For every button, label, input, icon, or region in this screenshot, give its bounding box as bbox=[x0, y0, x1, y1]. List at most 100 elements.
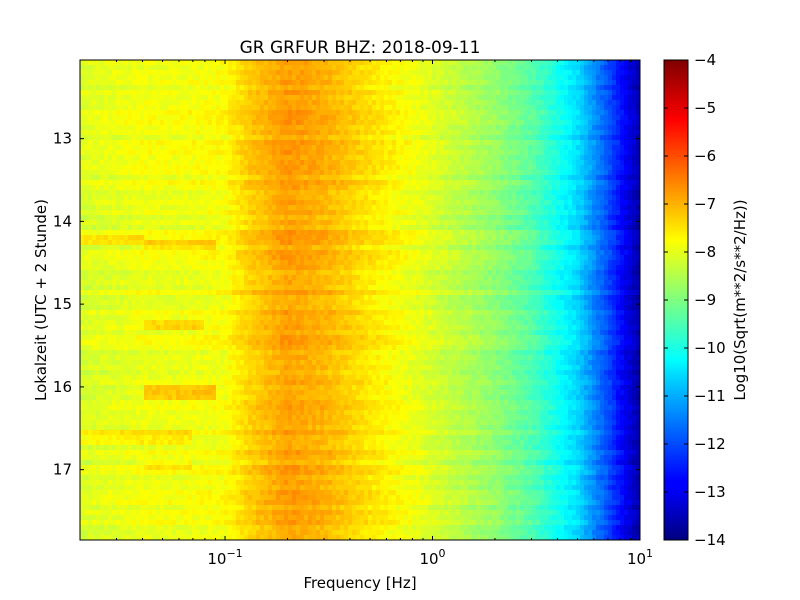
heatmap-cell bbox=[488, 205, 493, 211]
heatmap-cell bbox=[312, 225, 317, 231]
heatmap-cell bbox=[412, 140, 417, 146]
heatmap-cell bbox=[476, 195, 481, 201]
heatmap-cell bbox=[92, 230, 97, 236]
heatmap-cell bbox=[540, 65, 545, 71]
heatmap-cell bbox=[456, 230, 461, 236]
heatmap-cell bbox=[248, 110, 253, 116]
heatmap-cell bbox=[424, 150, 429, 156]
heatmap-cell bbox=[276, 200, 281, 206]
heatmap-cell bbox=[308, 235, 313, 241]
heatmap-cell bbox=[192, 75, 197, 81]
heatmap-cell bbox=[288, 190, 293, 196]
heatmap-cell bbox=[604, 180, 609, 186]
heatmap-cell bbox=[596, 190, 601, 196]
heatmap-cell bbox=[148, 140, 153, 146]
heatmap-cell bbox=[332, 200, 337, 206]
heatmap-cell bbox=[140, 65, 145, 71]
heatmap-cell bbox=[244, 205, 249, 211]
heatmap-cell bbox=[372, 175, 377, 181]
heatmap-cell bbox=[584, 175, 589, 181]
heatmap-cell bbox=[556, 175, 561, 181]
heatmap-cell bbox=[364, 90, 369, 96]
heatmap-cell bbox=[316, 60, 321, 66]
heatmap-cell bbox=[312, 95, 317, 101]
heatmap-cell bbox=[412, 70, 417, 76]
heatmap-cell bbox=[124, 145, 129, 151]
heatmap-cell bbox=[620, 225, 625, 231]
heatmap-cell bbox=[392, 185, 397, 191]
heatmap-cell bbox=[200, 60, 205, 66]
heatmap-cell bbox=[372, 120, 377, 126]
heatmap-cell bbox=[520, 130, 525, 136]
heatmap-cell bbox=[500, 75, 505, 81]
heatmap-cell bbox=[212, 100, 217, 106]
heatmap-cell bbox=[196, 180, 201, 186]
heatmap-cell bbox=[592, 80, 597, 86]
heatmap-cell bbox=[128, 135, 133, 141]
heatmap-cell bbox=[276, 150, 281, 156]
heatmap-cell bbox=[356, 135, 361, 141]
heatmap-cell bbox=[404, 215, 409, 221]
heatmap-cell bbox=[116, 90, 121, 96]
heatmap-cell bbox=[292, 190, 297, 196]
heatmap-cell bbox=[568, 165, 573, 171]
heatmap-cell bbox=[508, 150, 513, 156]
heatmap-cell bbox=[616, 180, 621, 186]
heatmap-cell bbox=[112, 145, 117, 151]
heatmap-cell bbox=[524, 75, 529, 81]
heatmap-cell bbox=[268, 165, 273, 171]
heatmap-cell bbox=[164, 205, 169, 211]
heatmap-cell bbox=[516, 230, 521, 236]
heatmap-cell bbox=[568, 125, 573, 131]
heatmap-cell bbox=[452, 140, 457, 146]
heatmap-cell bbox=[172, 130, 177, 136]
heatmap-cell bbox=[608, 115, 613, 121]
heatmap-cell bbox=[380, 150, 385, 156]
heatmap-cell bbox=[552, 175, 557, 181]
heatmap-cell bbox=[124, 70, 129, 76]
heatmap-cell bbox=[296, 70, 301, 76]
heatmap-cell bbox=[588, 225, 593, 231]
heatmap-cell bbox=[552, 165, 557, 171]
heatmap-cell bbox=[536, 210, 541, 216]
heatmap-cell bbox=[444, 110, 449, 116]
heatmap-cell bbox=[572, 220, 577, 226]
heatmap-cell bbox=[144, 105, 149, 111]
heatmap-cell bbox=[264, 60, 269, 66]
heatmap-cell bbox=[180, 70, 185, 76]
heatmap-cell bbox=[316, 135, 321, 141]
heatmap-cell bbox=[632, 180, 637, 186]
heatmap-cell bbox=[596, 75, 601, 81]
heatmap-cell bbox=[112, 60, 117, 66]
heatmap-cell bbox=[396, 80, 401, 86]
heatmap-cell bbox=[344, 195, 349, 201]
heatmap-cell bbox=[196, 145, 201, 151]
heatmap-cell bbox=[388, 140, 393, 146]
heatmap-cell bbox=[548, 140, 553, 146]
heatmap-cell bbox=[620, 125, 625, 131]
heatmap-cell bbox=[532, 170, 537, 176]
heatmap-cell bbox=[484, 70, 489, 76]
heatmap-cell bbox=[592, 105, 597, 111]
heatmap-cell bbox=[548, 135, 553, 141]
heatmap-cell bbox=[144, 185, 149, 191]
heatmap-cell bbox=[472, 225, 477, 231]
heatmap-cell bbox=[584, 215, 589, 221]
heatmap-cell bbox=[592, 180, 597, 186]
heatmap-cell bbox=[152, 115, 157, 121]
heatmap-cell bbox=[92, 70, 97, 76]
heatmap-cell bbox=[328, 155, 333, 161]
heatmap-cell bbox=[380, 210, 385, 216]
heatmap-cell bbox=[604, 200, 609, 206]
heatmap-cell bbox=[352, 110, 357, 116]
heatmap-cell bbox=[352, 185, 357, 191]
heatmap-cell bbox=[88, 100, 93, 106]
heatmap-cell bbox=[404, 120, 409, 126]
heatmap-cell bbox=[508, 100, 513, 106]
heatmap-cell bbox=[96, 75, 101, 81]
heatmap-cell bbox=[256, 165, 261, 171]
heatmap-cell bbox=[272, 115, 277, 121]
heatmap-cell bbox=[396, 145, 401, 151]
heatmap-cell bbox=[556, 215, 561, 221]
heatmap-cell bbox=[380, 110, 385, 116]
